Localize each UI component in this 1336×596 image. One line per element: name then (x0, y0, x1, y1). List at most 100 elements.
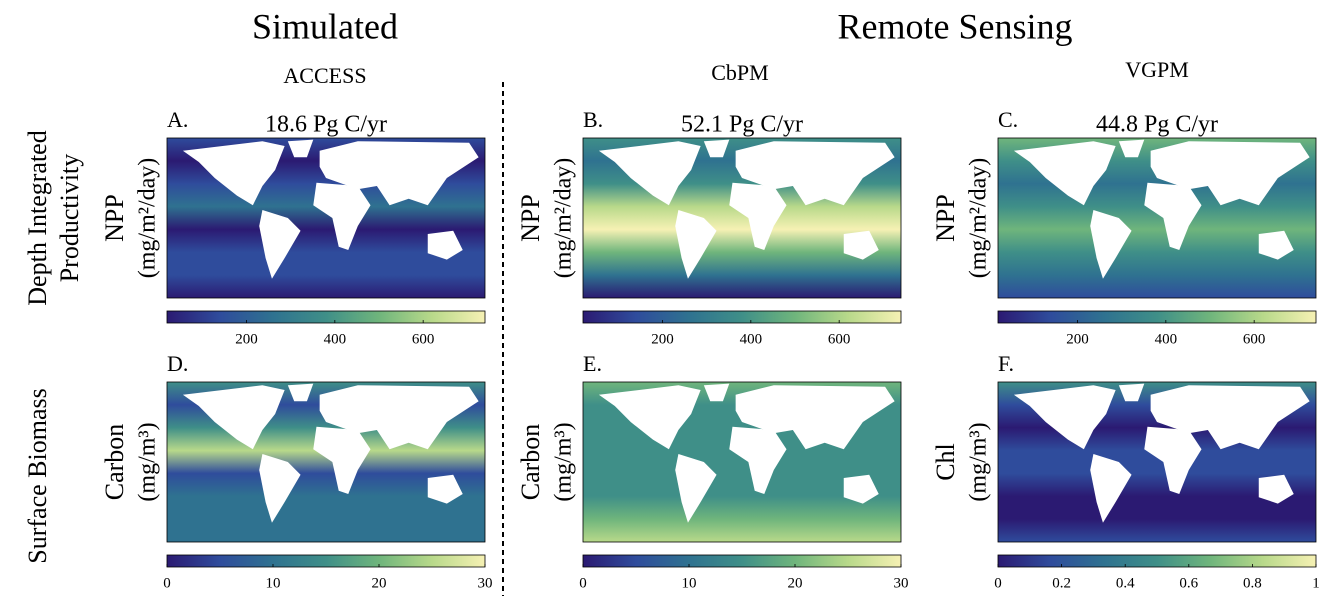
land (675, 210, 717, 279)
colorbar (997, 554, 1317, 568)
y-label: Chl (931, 443, 960, 481)
colorbar-tick-label: 0 (579, 575, 587, 591)
land (1258, 230, 1294, 260)
colorbar-tick-label: 400 (324, 331, 347, 347)
land (1090, 210, 1132, 279)
land (259, 210, 301, 279)
group-title: Simulated (252, 6, 398, 46)
y-label: Carbon (100, 424, 129, 501)
colorbar-tick-label: 600 (828, 331, 851, 347)
colorbar (582, 554, 902, 568)
land (319, 385, 479, 450)
land (1144, 426, 1202, 494)
land (287, 383, 314, 402)
colorbar-tick-label: 0.2 (1052, 575, 1071, 591)
land (259, 454, 301, 523)
colorbar-tick-label: 10 (682, 575, 697, 591)
colorbar-tick-label: 20 (788, 575, 803, 591)
land (703, 139, 730, 158)
model-title: VGPM (1125, 57, 1189, 82)
land (598, 141, 701, 206)
land (1013, 141, 1116, 206)
colorbar-tick-label: 200 (651, 331, 674, 347)
colorbar-tick-label: 30 (478, 575, 493, 591)
y-unit: (mg/m³) (135, 422, 161, 501)
y-unit: (mg/m²/day) (551, 158, 577, 279)
colorbar (582, 310, 902, 324)
row-label: Surface Biomass (23, 388, 52, 563)
y-label: NPP (516, 194, 545, 242)
y-label: Carbon (516, 424, 545, 501)
map-frame (166, 137, 486, 299)
land (287, 139, 314, 158)
panel-label: A. (167, 107, 188, 132)
panel-label: C. (998, 107, 1018, 132)
land (1258, 474, 1294, 504)
map-frame (582, 137, 902, 299)
panel-label: B. (583, 107, 603, 132)
map-frame (997, 381, 1317, 543)
land (319, 141, 479, 206)
land (735, 141, 895, 206)
land (313, 426, 371, 494)
model-title: ACCESS (283, 63, 366, 88)
land (182, 385, 285, 450)
land (703, 383, 730, 402)
land (182, 141, 285, 206)
colorbar (166, 310, 486, 324)
y-label: NPP (931, 194, 960, 242)
panel-total: 44.8 Pg C/yr (1096, 112, 1218, 138)
colorbar-tick-label: 200 (1066, 331, 1089, 347)
land (1150, 141, 1310, 206)
model-title: CbPM (711, 60, 768, 85)
land (1013, 385, 1116, 450)
y-unit: (mg/m³) (966, 422, 992, 501)
land (427, 474, 463, 504)
colorbar-tick-label: 0.6 (1179, 575, 1198, 591)
land (729, 426, 787, 494)
panel-label: E. (583, 351, 602, 376)
colorbar-tick-label: 200 (235, 331, 258, 347)
panel-total: 52.1 Pg C/yr (681, 112, 803, 138)
panel-label: D. (167, 351, 188, 376)
panel-total: 18.6 Pg C/yr (265, 112, 387, 138)
colorbar-tick-label: 0.8 (1243, 575, 1262, 591)
land (843, 474, 879, 504)
colorbar-tick-label: 600 (1243, 331, 1266, 347)
colorbar-tick-label: 1 (1312, 575, 1320, 591)
y-unit: (mg/m²/day) (135, 158, 161, 279)
map-frame (582, 381, 902, 543)
colorbar-tick-label: 10 (266, 575, 281, 591)
land (598, 385, 701, 450)
y-label: NPP (100, 194, 129, 242)
land (1118, 383, 1145, 402)
y-unit: (mg/m³) (551, 422, 577, 501)
land (735, 385, 895, 450)
land (1144, 182, 1202, 250)
row-label: Depth Integrated (23, 130, 52, 305)
colorbar-tick-label: 400 (740, 331, 763, 347)
land (729, 182, 787, 250)
row-label: Productivity (55, 154, 84, 283)
colorbar (166, 554, 486, 568)
panel-label: F. (998, 351, 1014, 376)
land (1150, 385, 1310, 450)
map-frame (166, 381, 486, 543)
colorbar (997, 310, 1317, 324)
colorbar-tick-label: 20 (372, 575, 387, 591)
land (1090, 454, 1132, 523)
land (1118, 139, 1145, 158)
colorbar-tick-label: 0 (163, 575, 171, 591)
colorbar-tick-label: 600 (412, 331, 435, 347)
land (675, 454, 717, 523)
colorbar-tick-label: 0 (994, 575, 1002, 591)
land (843, 230, 879, 260)
map-frame (997, 137, 1317, 299)
group-title: Remote Sensing (838, 6, 1073, 46)
colorbar-tick-label: 400 (1155, 331, 1178, 347)
land (427, 230, 463, 260)
land (313, 182, 371, 250)
colorbar-tick-label: 30 (894, 575, 909, 591)
colorbar-tick-label: 0.4 (1116, 575, 1135, 591)
